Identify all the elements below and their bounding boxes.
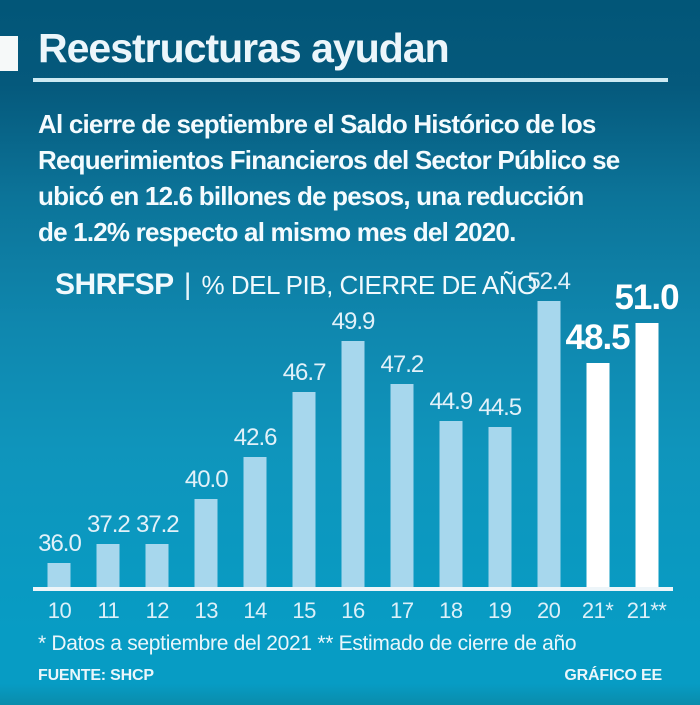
title-underline <box>33 78 668 82</box>
bar-value-label: 49.9 <box>331 308 376 335</box>
footer-row: FUENTE: SHCP GRÁFICO EE <box>38 667 662 685</box>
bar-value-label: 42.6 <box>233 424 278 451</box>
chart-title-subtitle: % DEL PIB, CIERRE DE AÑO <box>201 270 537 300</box>
x-tick-label: 14 <box>243 598 267 623</box>
bar-slot: 44.9 <box>426 270 475 591</box>
bar-slot: 52.4 <box>524 268 573 591</box>
intro-line: Requerimientos Financieros del Sector Pú… <box>38 145 620 175</box>
intro-line: Al cierre de septiembre el Saldo Históri… <box>38 109 596 139</box>
page-title: Reestructuras ayudan <box>38 25 450 71</box>
x-tick-label: 13 <box>194 598 218 623</box>
chart-title-main: SHRFSP <box>55 268 174 301</box>
bar-10 <box>47 563 71 587</box>
x-tick-label: 18 <box>439 598 463 623</box>
bar-slot: 37.2 <box>133 270 182 591</box>
bar-value-label: 51.0 <box>614 278 679 317</box>
x-tick-label: 16 <box>341 598 365 623</box>
x-tick-label: 20 <box>536 598 561 623</box>
bar-slot: 36.0 <box>35 270 84 591</box>
bar-value-label: 48.5 <box>565 318 631 357</box>
x-tick-label: 15 <box>292 598 316 623</box>
plot-area: 36.0 37.2 37.2 40.0 42.6 46.7 49.9 47.2 44.9 44.5… <box>33 268 680 591</box>
x-axis-line <box>33 587 673 591</box>
bar-slot: 48.5 <box>566 270 631 591</box>
header-accent-square <box>0 36 18 71</box>
bar-19 <box>488 427 512 587</box>
bar-18 <box>439 421 463 587</box>
footnote: * Datos a septiembre del 2021 ** Estimad… <box>38 632 577 655</box>
bar-slot: 51.0 <box>614 270 680 591</box>
bar-value-label: 47.2 <box>380 351 425 378</box>
intro-paragraph: Al cierre de septiembre el Saldo Históri… <box>38 106 688 250</box>
x-axis-labels: 10 11 12 13 14 15 16 17 18 19 20 21* 21** <box>35 598 671 624</box>
source-label: FUENTE: SHCP <box>38 667 154 684</box>
bar-slot: 49.9 <box>329 270 378 591</box>
credit-label: GRÁFICO EE <box>564 667 662 684</box>
bar-slot: 37.2 <box>84 270 133 591</box>
chart-title-separator: | <box>183 268 192 301</box>
bar-value-label: 40.0 <box>184 466 229 493</box>
bar-20 <box>537 301 561 587</box>
x-tick-label: 11 <box>97 598 120 623</box>
bar-slot: 46.7 <box>280 270 329 591</box>
bar-21* <box>586 363 610 587</box>
bar-value-label: 52.4 <box>527 268 571 295</box>
bar-value-label: 37.2 <box>135 511 180 538</box>
bar-16 <box>341 341 365 587</box>
bar-11 <box>96 544 120 587</box>
chart-title: SHRFSP | % DEL PIB, CIERRE DE AÑO <box>55 268 537 302</box>
x-tick-label: 12 <box>145 598 170 623</box>
x-tick-label: 10 <box>47 598 72 623</box>
bar-slot: 40.0 <box>182 270 231 591</box>
bar-15 <box>292 392 316 587</box>
bar-slot: 44.5 <box>475 270 524 591</box>
bar-13 <box>194 499 218 587</box>
bar-value-label: 36.0 <box>38 530 82 557</box>
bar-value-label: 37.2 <box>87 511 131 538</box>
bar-value-label: 44.5 <box>478 394 522 421</box>
x-tick-label: 21* <box>581 598 614 623</box>
bar-slot: 47.2 <box>377 270 426 591</box>
x-tick-label: 17 <box>390 598 414 623</box>
bar-slot: 42.6 <box>231 270 280 591</box>
bar-value-label: 46.7 <box>282 359 327 386</box>
bar-14 <box>243 457 267 587</box>
bar-12 <box>145 544 169 587</box>
bar-17 <box>390 384 414 587</box>
bar-21** <box>635 323 659 587</box>
intro-line: de 1.2% respecto al mismo mes del 2020. <box>38 217 516 247</box>
intro-line: ubicó en 12.6 billones de pesos, una red… <box>38 181 584 211</box>
bar-value-label: 44.9 <box>429 388 473 415</box>
x-tick-label: 19 <box>488 598 512 623</box>
x-tick-label: 21** <box>626 598 667 623</box>
